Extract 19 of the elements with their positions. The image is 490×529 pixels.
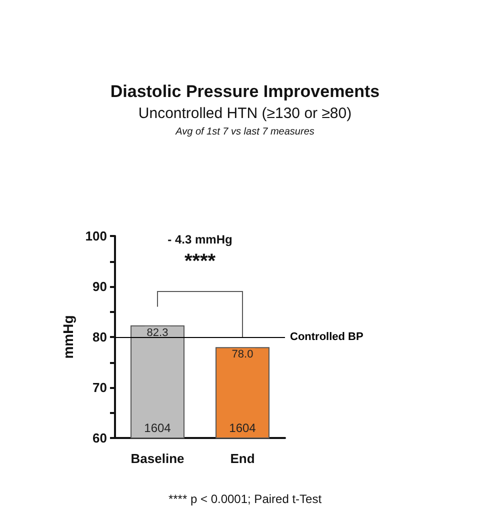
data-label: 78.0 <box>232 348 254 361</box>
y-tick-label: 100 <box>85 228 107 244</box>
x-tick-label: End <box>230 451 255 466</box>
text: **** p < 0.0001; Paired t-Test <box>168 492 322 506</box>
data-label: 82.3 <box>146 326 168 339</box>
y-tick-label: 70 <box>92 380 107 395</box>
annotation: 1604 <box>144 421 172 435</box>
text: Avg of 1st 7 vs last 7 measures <box>174 126 314 138</box>
ref-line-label: Controlled BP <box>290 331 364 343</box>
y-tick-label: 90 <box>92 279 107 294</box>
chart-title: Diastolic Pressure Improvements <box>110 82 380 101</box>
annotation: 1604 <box>229 421 256 435</box>
chart-subtitle: Uncontrolled HTN (≥130 or ≥80) <box>138 105 352 122</box>
annotation: **** <box>184 250 216 273</box>
annotation: - 4.3 mmHg <box>168 232 232 247</box>
y-tick-label: 80 <box>92 330 107 344</box>
x-tick-label: Baseline <box>130 451 184 466</box>
y-axis-title: mmHg <box>60 315 76 359</box>
y-tick-label: 60 <box>92 430 107 446</box>
